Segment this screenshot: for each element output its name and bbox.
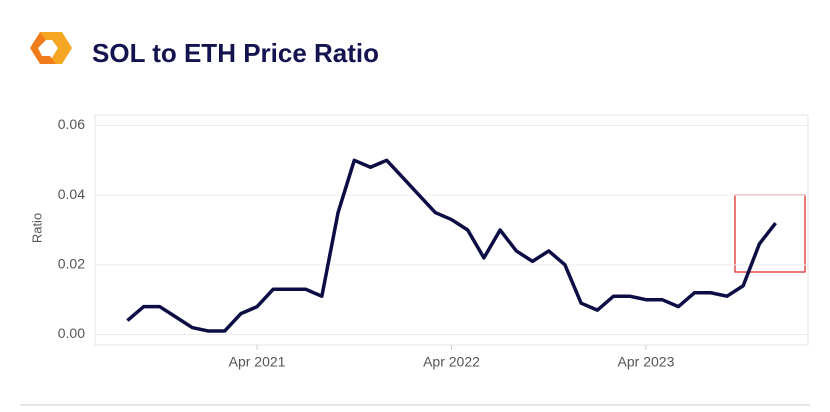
x-tick-label: Apr 2021 [229, 354, 286, 370]
line [126, 158, 777, 333]
x-tick-label: Apr 2023 [618, 354, 675, 370]
y-tick-label: 0.00 [58, 325, 85, 341]
y-tick-label: 0.04 [58, 186, 85, 202]
x-tick-label: Apr 2022 [423, 354, 480, 370]
logo [30, 32, 72, 64]
plot-area [94, 114, 809, 346]
y-tick-label: 0.02 [58, 256, 85, 272]
chart-title: SOL to ETH Price Ratio [92, 38, 379, 68]
y-tick-label: 0.06 [58, 116, 85, 132]
y-axis-label: Ratio [29, 213, 44, 243]
